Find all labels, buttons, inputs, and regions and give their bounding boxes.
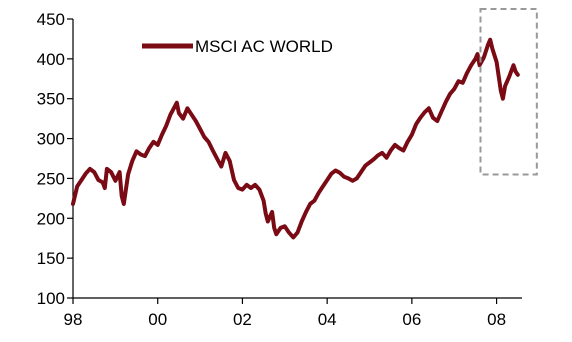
y-tick-label: 400: [37, 50, 65, 69]
x-tick-label: 98: [64, 310, 83, 329]
highlight-dashed-box: [479, 8, 538, 176]
y-tick-label: 100: [37, 289, 65, 308]
x-tick-label: 06: [402, 310, 421, 329]
x-tick-label: 08: [487, 310, 506, 329]
x-tick-label: 00: [148, 310, 167, 329]
x-tick-label: 02: [233, 310, 252, 329]
series-line-msci-ac-world: [71, 37, 520, 240]
x-axis: 98 00 02 04 06 08: [64, 297, 522, 329]
y-tick-label: 300: [37, 130, 65, 149]
annotation-layer: [479, 8, 538, 176]
y-tick-label: 350: [37, 90, 65, 109]
legend-label: MSCI AC WORLD: [195, 37, 333, 56]
plot-area: [71, 37, 520, 240]
y-axis: 100 150 200 250 300 350 400 450: [37, 10, 74, 308]
y-tick-label: 450: [37, 10, 65, 29]
y-tick-label: 150: [37, 249, 65, 268]
legend: MSCI AC WORLD: [142, 37, 333, 56]
x-tick-label: 04: [318, 310, 337, 329]
y-tick-label: 250: [37, 169, 65, 188]
y-tick-label: 200: [37, 209, 65, 228]
